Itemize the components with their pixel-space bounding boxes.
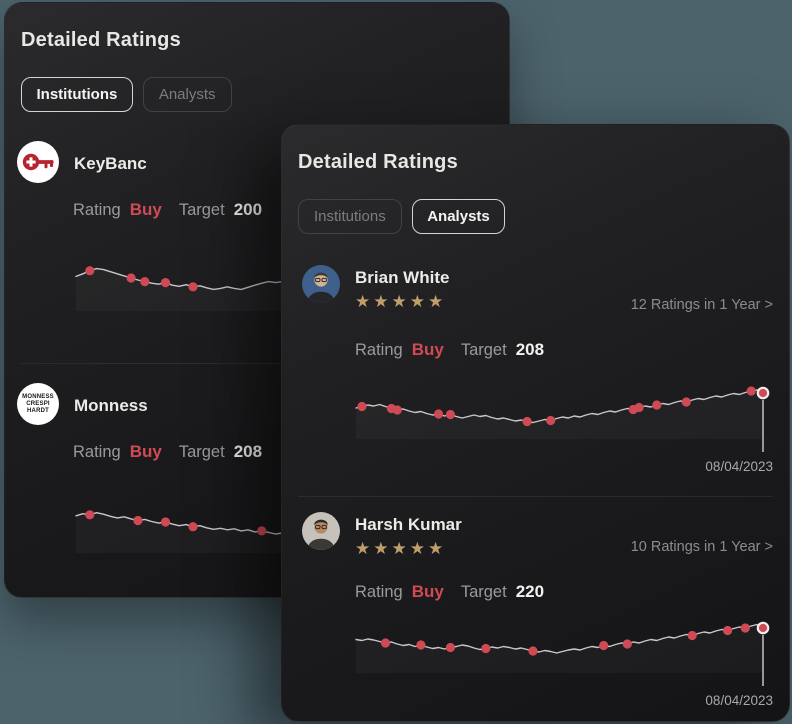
tab-institutions[interactable]: Institutions [21,77,133,112]
key-icon [22,153,54,171]
analyst-name: Harsh Kumar [355,515,462,534]
rating-label: Rating [355,341,403,359]
tab-institutions[interactable]: Institutions [298,199,402,234]
person-portrait-icon [302,512,340,550]
rating-label: Rating [73,443,121,461]
detailed-ratings-card-analysts: Detailed Ratings Institutions Analysts B… [281,124,790,722]
analyst-row-header: Harsh Kumar ★★★★★ [302,512,462,559]
price-sparkline-chart [353,609,776,694]
logo-text-line: CRESPI [26,400,50,407]
target-label: Target [178,201,225,219]
target-value: 208 [515,340,545,359]
rating-value: Buy [411,340,444,359]
target-label: Target [178,443,225,461]
target-label: Target [460,583,507,601]
price-sparkline-chart [353,375,776,460]
logo-text-line: MONNESS [22,393,54,400]
institution-name: KeyBanc [74,154,147,173]
ratings-count-link[interactable]: 10 Ratings in 1 Year > [630,539,773,555]
page-title: Detailed Ratings [21,29,181,51]
ratings-tab-group: Institutions Analysts [21,77,232,112]
rating-label: Rating [73,201,121,219]
logo-text-line: HARDT [27,407,49,414]
tab-analysts[interactable]: Analysts [142,77,232,112]
target-value: 200 [233,200,263,219]
rating-value: Buy [129,200,162,219]
row-divider [298,496,773,497]
row-divider [21,363,493,364]
rating-summary: Rating Buy Target 220 [355,581,544,603]
chart-date-label: 08/04/2023 [705,459,773,474]
tab-analysts[interactable]: Analysts [411,199,506,234]
rating-summary: Rating Buy Target 208 [73,441,262,463]
monness-logo-avatar: MONNESS CRESPI HARDT [17,383,59,425]
star-rating: ★★★★★ [355,539,447,558]
rating-label: Rating [355,583,403,601]
analyst-row-header: Brian White ★★★★★ [302,265,449,312]
target-value: 208 [233,442,263,461]
page-title: Detailed Ratings [298,151,458,173]
rating-summary: Rating Buy Target 208 [355,339,544,361]
analyst-photo-avatar [302,512,340,550]
rating-summary: Rating Buy Target 200 [73,199,262,221]
person-portrait-icon [302,265,340,303]
keybanc-logo-avatar [17,141,59,183]
ratings-count-link[interactable]: 12 Ratings in 1 Year > [630,297,773,313]
analyst-photo-avatar [302,265,340,303]
chart-date-label: 08/04/2023 [705,693,773,708]
institution-row-header: KeyBanc [17,141,147,183]
target-value: 220 [515,582,545,601]
ratings-tab-group: Institutions Analysts [298,199,506,234]
analyst-name: Brian White [355,268,450,287]
institution-name: Monness [74,396,148,415]
institution-row-header: MONNESS CRESPI HARDT Monness [17,383,148,425]
rating-value: Buy [411,582,444,601]
target-label: Target [460,341,507,359]
star-rating: ★★★★★ [355,292,447,311]
rating-value: Buy [129,442,162,461]
